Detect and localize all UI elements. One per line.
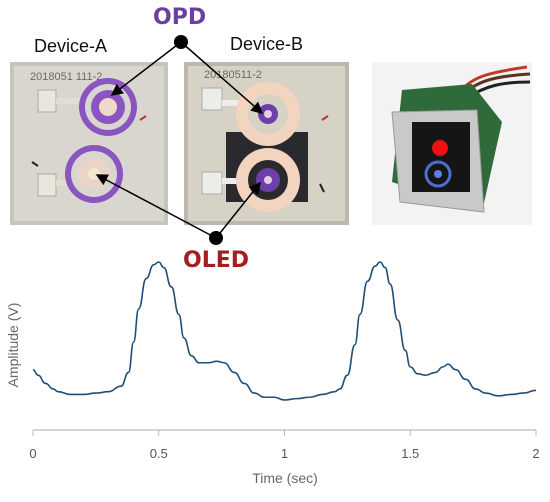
device-a-stamp: 2018051 111-2 xyxy=(30,71,102,83)
oled-arrow-b xyxy=(215,181,261,239)
x-tick-label: 0 xyxy=(29,446,36,461)
opd-label: OPD xyxy=(153,5,207,30)
oled-arrow-a xyxy=(95,174,217,239)
device-b-photo: 20180511-2 xyxy=(184,62,349,225)
x-tick-label: 2 xyxy=(532,446,539,461)
x-tick-label: 1.5 xyxy=(401,446,419,461)
amplitude-chart: 0 0.5 1 1.5 2 Time (sec) Amplitude (V) xyxy=(5,261,540,486)
device-b-stamp: 20180511-2 xyxy=(204,69,262,81)
opd-arrow-a xyxy=(110,41,182,96)
packaged-device-photo xyxy=(372,62,532,225)
opd-arrow-b xyxy=(180,41,264,114)
oled-node xyxy=(209,231,223,245)
device-b-label: Device-B xyxy=(230,34,304,54)
connector-overlay xyxy=(95,35,264,245)
device-a-label: Device-A xyxy=(34,36,108,56)
oled-label: OLED xyxy=(183,248,250,273)
x-tick-label: 0.5 xyxy=(150,446,168,461)
x-axis-title: Time (sec) xyxy=(252,470,318,486)
amplitude-trace xyxy=(32,261,537,401)
opd-node xyxy=(174,35,188,49)
y-axis-title: Amplitude (V) xyxy=(5,303,21,388)
x-tick-label: 1 xyxy=(281,446,288,461)
